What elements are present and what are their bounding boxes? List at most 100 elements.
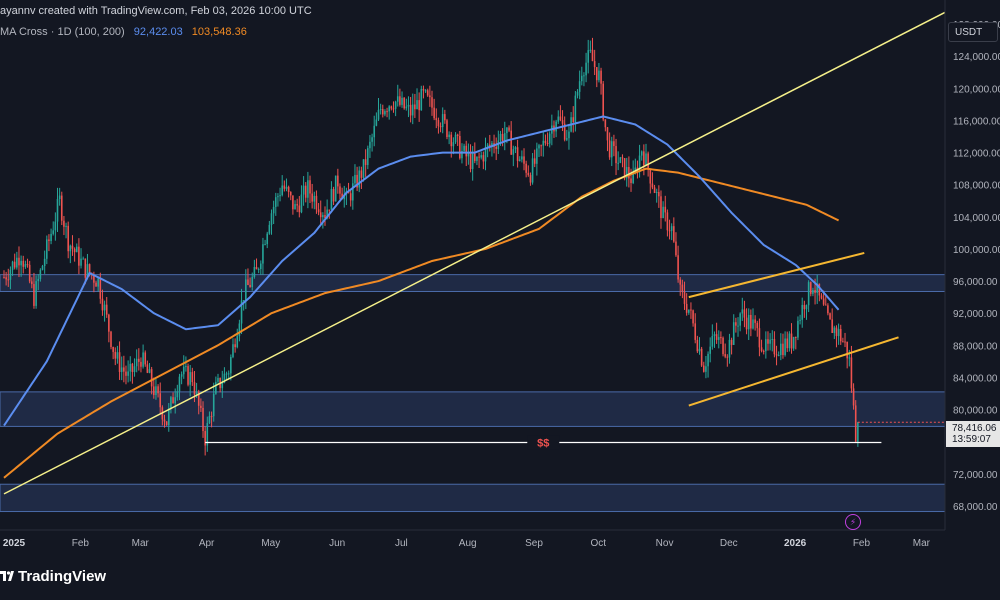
candle-body (818, 283, 821, 296)
candle-body (399, 96, 401, 105)
candle-body (118, 352, 121, 372)
candle-body (795, 336, 797, 338)
lightning-icon[interactable]: ⚡ (845, 514, 861, 530)
candle-body (780, 343, 782, 356)
candle-body (101, 298, 104, 311)
candle-body (189, 372, 191, 385)
candle-body (831, 319, 833, 334)
candle-body (20, 260, 22, 266)
candle-body (559, 116, 562, 121)
candle-body (491, 143, 493, 147)
price-axis-bg (945, 0, 1000, 530)
candle-body (381, 109, 384, 115)
candle-body (668, 230, 671, 232)
candle-body (266, 233, 269, 245)
candle-body (262, 244, 264, 264)
candle-body (238, 323, 241, 337)
candle-body (670, 226, 673, 231)
channel-upper-line (688, 251, 865, 299)
candle-body (352, 183, 354, 201)
candle-body (437, 120, 440, 127)
candle-body (390, 106, 393, 109)
candle-body (527, 172, 530, 176)
ma100-value: 92,422.03 (133, 26, 183, 38)
x-tick-label: Mar (132, 538, 150, 549)
candle-body (116, 352, 119, 359)
candle-body (548, 133, 551, 144)
y-tick-label: 72,000.00 (953, 470, 998, 481)
candle-body (39, 269, 42, 279)
candle-body (197, 391, 200, 406)
candle-body (41, 266, 44, 270)
candle-body (304, 185, 307, 198)
candle-body (16, 257, 18, 268)
candle-body (172, 397, 174, 404)
candle-body (857, 422, 859, 442)
candle-body (210, 416, 213, 418)
candle-body (379, 109, 382, 111)
candle-body (3, 277, 5, 279)
candle-body (707, 353, 709, 367)
candle-body (643, 151, 645, 166)
candle-body (600, 70, 602, 84)
x-tick-label: Dec (720, 538, 738, 549)
brand-logo[interactable]: TradingView (0, 568, 106, 585)
footer (0, 552, 1000, 600)
candle-body (99, 278, 102, 299)
candle-body (593, 61, 596, 68)
candle-body (750, 314, 752, 329)
candle-body (583, 75, 585, 77)
candle-body (700, 348, 703, 366)
indicator-legend[interactable]: MA Cross · 1D (100, 200) 92,422.03 103,5… (0, 26, 253, 38)
candle-body (422, 88, 425, 91)
candle-body (773, 339, 776, 355)
candle-body (587, 50, 590, 63)
candle-body (461, 150, 463, 159)
candle-body (88, 264, 91, 274)
candle-body (737, 325, 739, 327)
candle-body (247, 279, 249, 285)
currency-label[interactable]: USDT (948, 22, 998, 42)
candle-body (257, 268, 260, 270)
brand-name: TradingView (18, 568, 107, 585)
candle-body (662, 206, 664, 219)
candle-body (842, 341, 844, 343)
candle-body (446, 120, 448, 138)
candle-body (852, 388, 855, 406)
candle-body (632, 171, 634, 183)
liquidity-label-bg (527, 435, 560, 450)
candle-body (758, 328, 761, 348)
y-tick-label: 108,000.00 (953, 181, 1000, 192)
candle-body (762, 350, 765, 352)
y-tick-label: 96,000.00 (953, 277, 998, 288)
candle-body (471, 153, 474, 169)
candle-body (330, 189, 333, 210)
candle-body (837, 328, 840, 337)
candle-body (388, 106, 390, 112)
candle-body (245, 279, 247, 301)
candle-body (784, 338, 786, 355)
candle-body (613, 141, 615, 147)
candle-body (9, 269, 12, 280)
zone-1 (0, 391, 946, 427)
candle-body (726, 356, 729, 358)
candle-body (486, 144, 489, 147)
candle-body (529, 175, 532, 183)
candle-body (690, 309, 692, 311)
candle-body (148, 369, 151, 373)
candle-body (285, 186, 288, 189)
candle-body (572, 117, 575, 123)
candle-body (349, 193, 352, 201)
candle-body (328, 209, 331, 211)
ma200-value: 103,548.36 (191, 26, 247, 38)
candle-body (52, 230, 55, 234)
candle-body (664, 206, 667, 213)
candle-body (752, 319, 754, 329)
candle-body (459, 136, 461, 159)
candle-body (638, 155, 641, 172)
candle-body (155, 386, 157, 396)
candle-body (574, 95, 577, 123)
candle-body (747, 314, 750, 330)
